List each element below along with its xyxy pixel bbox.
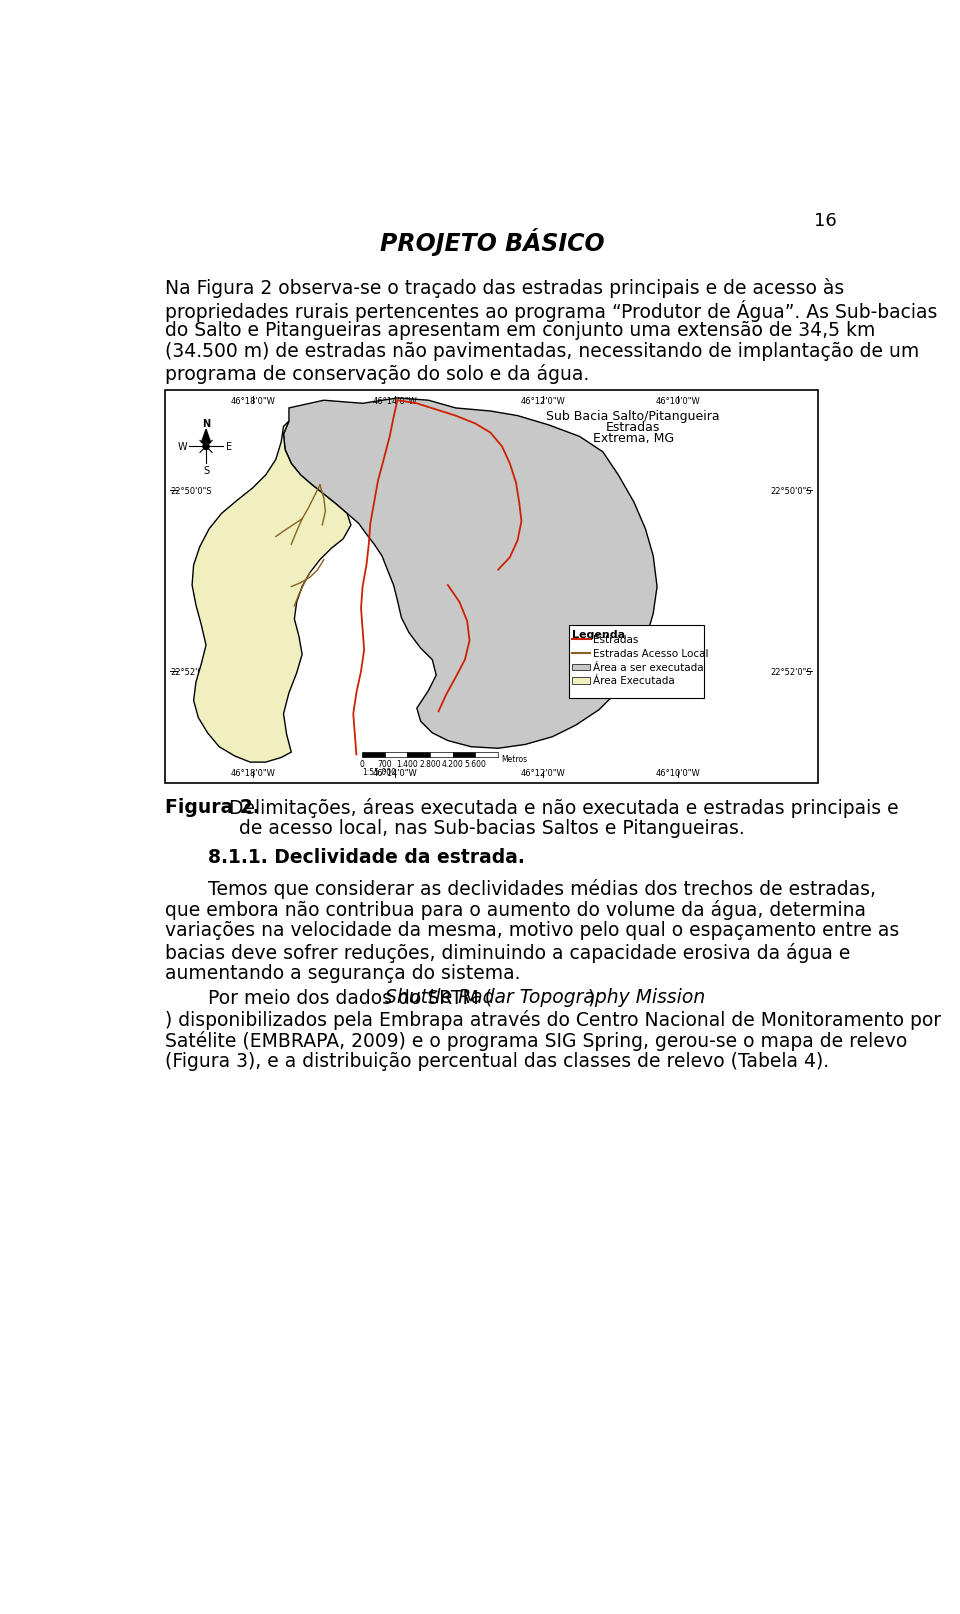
Text: aumentando a segurança do sistema.: aumentando a segurança do sistema. — [165, 964, 520, 983]
Text: (Figura 3), e a distribuição percentual das classes de relevo (Tabela 4).: (Figura 3), e a distribuição percentual … — [165, 1052, 829, 1070]
Bar — [407, 752, 430, 759]
Text: N: N — [202, 420, 210, 429]
Bar — [475, 752, 498, 759]
Bar — [430, 752, 453, 759]
Text: propriedades rurais pertencentes ao programa “Produtor de Água”. As Sub-bacias: propriedades rurais pertencentes ao prog… — [165, 300, 937, 321]
Text: Estradas Acesso Local: Estradas Acesso Local — [593, 649, 708, 659]
Polygon shape — [283, 399, 657, 749]
Text: 46°12'0"W: 46°12'0"W — [520, 768, 565, 778]
Bar — [385, 752, 407, 759]
Text: Metros: Metros — [501, 754, 527, 763]
Text: 1:55.000: 1:55.000 — [362, 767, 396, 776]
Text: Sub Bacia Salto/Pitangueira: Sub Bacia Salto/Pitangueira — [546, 410, 720, 423]
Text: Estradas: Estradas — [593, 634, 638, 644]
Text: E: E — [227, 442, 232, 452]
Text: 4.200: 4.200 — [442, 760, 464, 768]
Polygon shape — [192, 421, 351, 763]
Text: 700: 700 — [377, 760, 393, 768]
Text: Legenda: Legenda — [572, 629, 626, 639]
Text: bacias deve sofrer reduções, diminuindo a capacidade erosiva da água e: bacias deve sofrer reduções, diminuindo … — [165, 943, 851, 962]
Text: 16: 16 — [814, 211, 836, 229]
Text: W: W — [178, 442, 187, 452]
Text: programa de conservação do solo e da água.: programa de conservação do solo e da águ… — [165, 363, 589, 384]
Text: Figura 2.: Figura 2. — [165, 797, 260, 817]
Text: 22°52'0"S: 22°52'0"S — [771, 667, 812, 676]
Text: Satélite (EMBRAPA, 2009) e o programa SIG Spring, gerou-se o mapa de relevo: Satélite (EMBRAPA, 2009) e o programa SI… — [165, 1030, 907, 1051]
Bar — [568, 626, 705, 699]
Text: de acesso local, nas Sub-bacias Saltos e Pitangueiras.: de acesso local, nas Sub-bacias Saltos e… — [239, 818, 745, 838]
Text: 46°18'0"W: 46°18'0"W — [230, 397, 276, 407]
Text: 46°18'0"W: 46°18'0"W — [230, 768, 276, 778]
Text: PROJETO BÁSICO: PROJETO BÁSICO — [380, 228, 604, 255]
Text: que embora não contribua para o aumento do volume da água, determina: que embora não contribua para o aumento … — [165, 899, 866, 920]
Text: Shuttle Radar Topography Mission: Shuttle Radar Topography Mission — [385, 988, 705, 1007]
Text: Estradas: Estradas — [606, 421, 660, 434]
Circle shape — [203, 444, 209, 450]
Text: 2.800: 2.800 — [420, 760, 441, 768]
Text: (34.500 m) de estradas não pavimentadas, necessitando de implantação de um: (34.500 m) de estradas não pavimentadas,… — [165, 342, 920, 362]
Bar — [453, 752, 475, 759]
Text: 8.1.1. Declividade da estrada.: 8.1.1. Declividade da estrada. — [207, 847, 524, 867]
Text: Por meio dos dados do SRTM (: Por meio dos dados do SRTM ( — [207, 988, 492, 1007]
Text: Extrema, MG: Extrema, MG — [592, 433, 674, 445]
Polygon shape — [202, 431, 210, 444]
Text: 46°10'0"W: 46°10'0"W — [656, 397, 701, 407]
Text: Temos que considerar as declividades médias dos trechos de estradas,: Temos que considerar as declividades méd… — [207, 878, 876, 897]
Text: Delimitações, áreas executada e não executada e estradas principais e: Delimitações, áreas executada e não exec… — [224, 797, 899, 817]
Text: 22°50'0"S: 22°50'0"S — [170, 486, 212, 495]
Text: Área Executada: Área Executada — [593, 676, 675, 686]
Text: Na Figura 2 observa-se o traçado das estradas principais e de acesso às: Na Figura 2 observa-se o traçado das est… — [165, 278, 844, 299]
Text: 46°14'0"W: 46°14'0"W — [372, 397, 417, 407]
Text: 22°52'0"S: 22°52'0"S — [170, 667, 212, 676]
Bar — [165, 391, 818, 783]
Text: 5.600: 5.600 — [465, 760, 486, 768]
Text: 0: 0 — [360, 760, 365, 768]
Text: 22°50'0"S: 22°50'0"S — [771, 486, 812, 495]
Bar — [572, 678, 589, 684]
Text: 1.400: 1.400 — [396, 760, 419, 768]
Text: Área a ser executada: Área a ser executada — [593, 662, 704, 671]
Text: variações na velocidade da mesma, motivo pelo qual o espaçamento entre as: variações na velocidade da mesma, motivo… — [165, 920, 900, 939]
Text: ) disponibilizados pela Embrapa através do Centro Nacional de Monitoramento por: ) disponibilizados pela Embrapa através … — [165, 1009, 941, 1030]
Bar — [572, 663, 589, 671]
Bar — [362, 752, 385, 759]
Text: 46°10'0"W: 46°10'0"W — [656, 768, 701, 778]
Text: 46°12'0"W: 46°12'0"W — [520, 397, 565, 407]
Text: ): ) — [588, 988, 594, 1007]
Text: do Salto e Pitangueiras apresentam em conjunto uma extensão de 34,5 km: do Salto e Pitangueiras apresentam em co… — [165, 321, 876, 341]
Text: S: S — [203, 465, 209, 475]
Text: 46°14'0"W: 46°14'0"W — [372, 768, 417, 778]
